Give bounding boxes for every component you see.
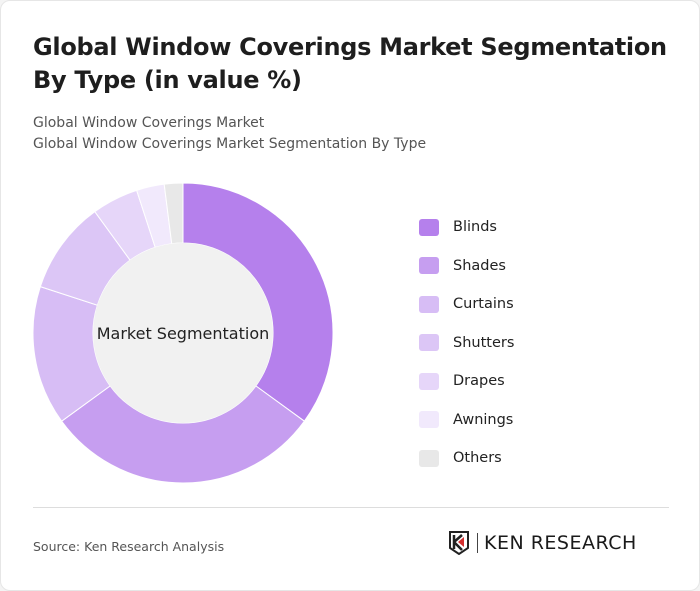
legend-item-shutters: Shutters [419,324,514,363]
legend-swatch [419,372,439,390]
legend-label: Shades [453,257,506,274]
donut-chart: Market Segmentation [32,182,334,484]
legend-label: Drapes [453,373,505,390]
legend-item-shades: Shades [419,247,514,286]
donut-center [93,243,273,423]
divider [33,507,669,508]
legend-swatch [419,334,439,352]
legend-swatch [419,257,439,275]
chart-title: Global Window Coverings Market Segmentat… [33,33,667,94]
source-note: Source: Ken Research Analysis [33,539,225,554]
legend-swatch [419,449,439,467]
legend-label: Others [453,450,502,467]
center-label: Market Segmentation [97,324,270,343]
legend-label: Blinds [453,219,497,236]
legend-item-drapes: Drapes [419,362,514,401]
ken-research-logo-icon [449,531,469,555]
logo-text: KEN RESEARCH [477,533,637,553]
legend-item-awnings: Awnings [419,401,514,440]
legend-item-blinds: Blinds [419,208,514,247]
legend-swatch [419,295,439,313]
ken-research-logo: KEN RESEARCH [449,531,637,555]
legend-item-others: Others [419,439,514,478]
subtitle-segmentation: Global Window Coverings Market Segmentat… [33,136,427,152]
legend-label: Curtains [453,296,514,313]
legend-swatch [419,218,439,236]
legend-label: Shutters [453,334,515,351]
legend-label: Awnings [453,411,514,428]
legend-item-curtains: Curtains [419,285,514,324]
legend: Blinds Shades Curtains Shutters Drapes Awning… [419,208,514,478]
legend-swatch [419,411,439,429]
subtitle-market: Global Window Coverings Market [33,115,265,131]
